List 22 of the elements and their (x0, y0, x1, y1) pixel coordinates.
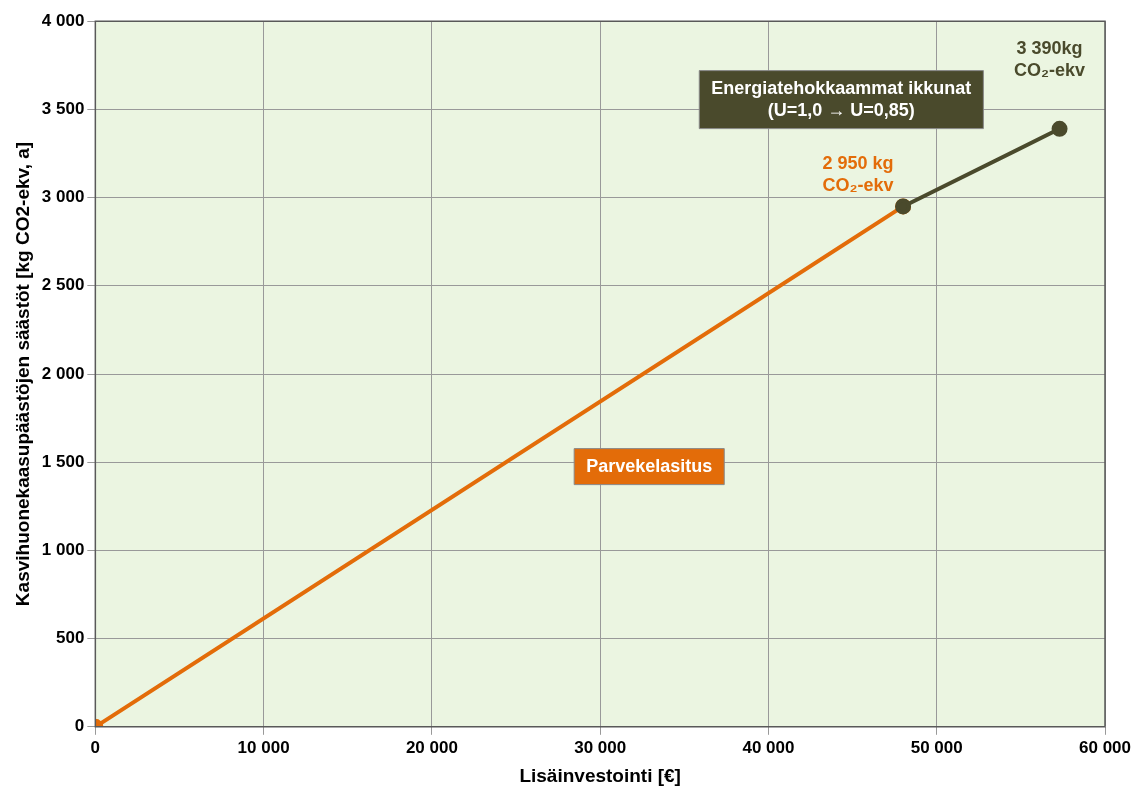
x-tick-label: 60 000 (1079, 737, 1131, 757)
x-tick-label: 10 000 (237, 737, 290, 757)
x-tick-label: 20 000 (405, 737, 458, 757)
y-tick-label: 2 500 (41, 275, 85, 295)
x-tick-label: 50 000 (910, 737, 963, 757)
y-tick-label: 3 000 (41, 187, 85, 207)
x-tick-label: 40 000 (742, 737, 795, 757)
y-tick-label: 3 500 (41, 99, 85, 119)
text: Energiatehokkaammat ikkunat (U=1,0 → U=0,85) (711, 77, 972, 120)
y-tick-label: 500 (55, 628, 85, 648)
annotation: 3 390kg CO₂-ekv (1014, 37, 1086, 80)
annotation: 2 950 kg CO₂-ekv (822, 153, 894, 196)
y-tick-label: 4 000 (41, 10, 85, 30)
x-tick-label: 30 000 (574, 737, 627, 757)
text: Parvekelasitus (586, 455, 713, 476)
y-tick-label: 0 (74, 716, 85, 736)
x-axis-title: Lisäinvestointi [€] (519, 764, 681, 786)
y-axis-title: Kasvihuonekaasupäästöjen säästöt [kg CO2-ekv, a] (11, 141, 33, 607)
y-tick-label: 1 000 (41, 540, 85, 560)
y-tick-label: 2 000 (41, 363, 85, 383)
y-tick-label: 1 500 (41, 451, 85, 471)
x-tick-label: 0 (90, 737, 101, 757)
